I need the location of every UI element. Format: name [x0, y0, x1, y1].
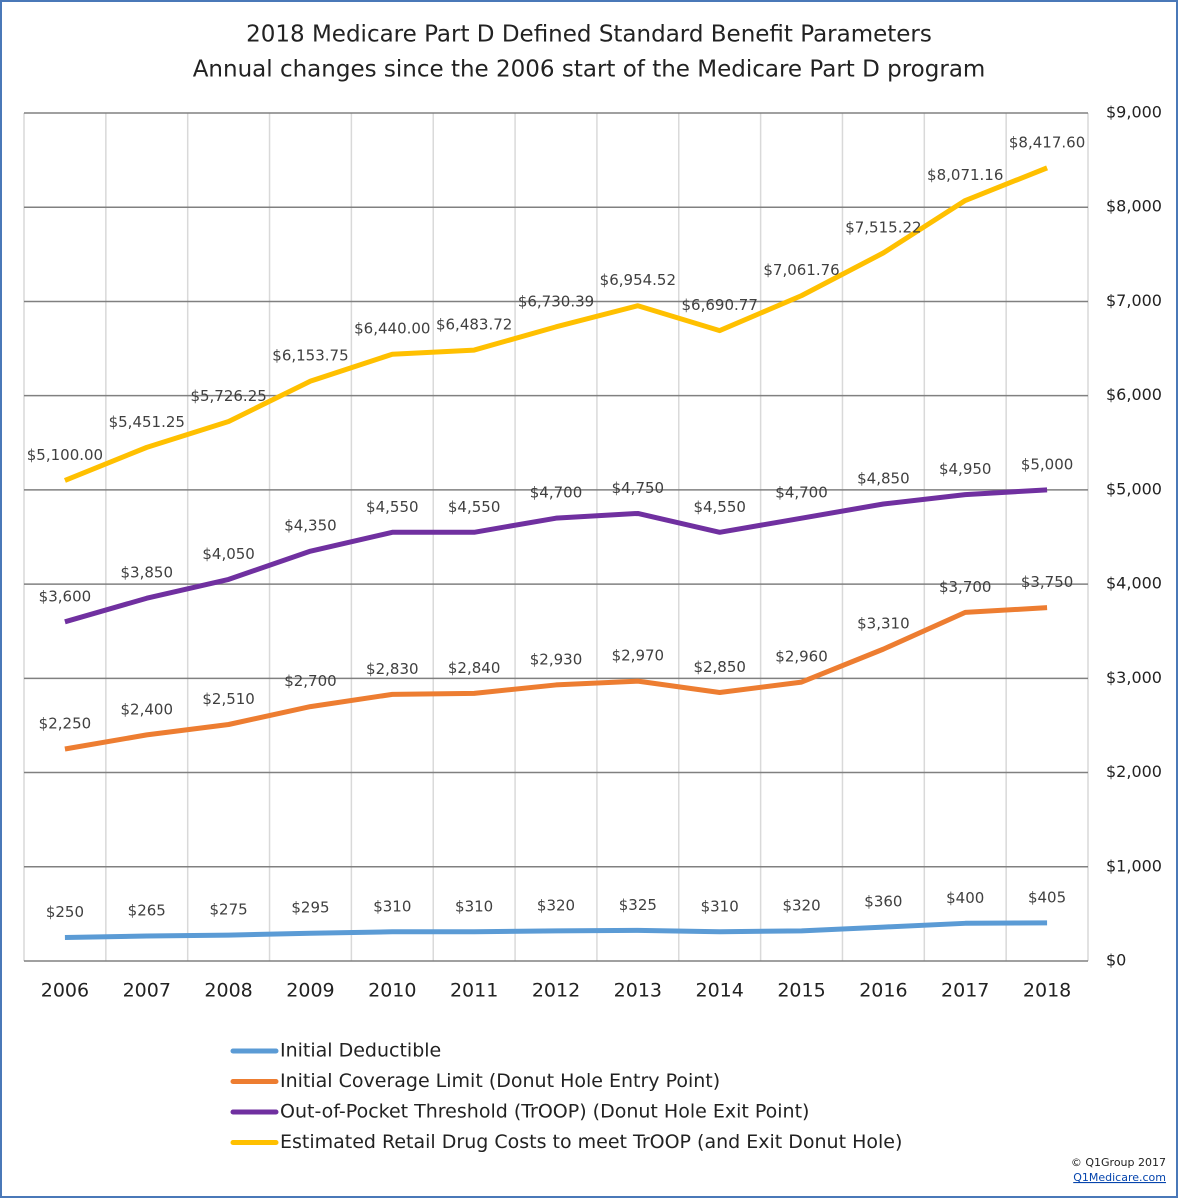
x-tick-label: 2012: [532, 980, 580, 1002]
x-tick-label: 2016: [859, 980, 907, 1002]
data-label: $4,550: [366, 498, 419, 516]
data-label: $320: [537, 896, 575, 914]
data-label: $2,970: [612, 647, 665, 665]
x-tick-label: 2013: [614, 980, 662, 1002]
y-tick-label: $3,000: [1106, 668, 1162, 687]
y-tick-label: $9,000: [1106, 103, 1162, 122]
site-link[interactable]: Q1Medicare.com: [1073, 1171, 1166, 1184]
data-label: $5,000: [1021, 455, 1074, 473]
data-label: $5,100.00: [27, 446, 103, 464]
data-label: $3,600: [39, 587, 92, 605]
data-label: $2,960: [775, 648, 828, 666]
data-label: $2,930: [530, 650, 583, 668]
data-label: $8,071.16: [927, 166, 1003, 184]
x-tick-label: 2007: [123, 980, 171, 1002]
x-tick-label: 2010: [368, 980, 416, 1002]
data-label: $4,700: [530, 484, 583, 502]
data-label: $310: [701, 897, 739, 915]
data-label: $5,726.25: [190, 387, 266, 405]
data-label: $405: [1028, 888, 1066, 906]
x-tick-label: 2018: [1023, 980, 1071, 1002]
legend-label: Estimated Retail Drug Costs to meet TrOO…: [280, 1131, 902, 1153]
data-label: $3,310: [857, 615, 910, 633]
data-label: $4,350: [284, 517, 337, 535]
data-label: $3,750: [1021, 573, 1074, 591]
data-label: $360: [864, 893, 902, 911]
data-label: $8,417.60: [1009, 133, 1085, 151]
x-tick-label: 2006: [41, 980, 89, 1002]
x-tick-label: 2014: [696, 980, 744, 1002]
legend-label: Initial Deductible: [280, 1040, 441, 1062]
chart-subtitle: Annual changes since the 2006 start of t…: [193, 57, 986, 83]
data-label: $265: [128, 902, 166, 920]
data-label: $3,850: [121, 564, 174, 582]
data-label: $2,250: [39, 715, 92, 733]
series-line: [63, 165, 1049, 483]
data-label: $310: [455, 897, 493, 915]
data-label: $6,730.39: [518, 292, 594, 310]
data-label: $4,050: [202, 545, 255, 563]
y-tick-label: $8,000: [1106, 197, 1162, 216]
y-tick-label: $4,000: [1106, 574, 1162, 593]
data-label: $2,400: [121, 700, 174, 718]
data-label: $6,483.72: [436, 316, 512, 334]
x-tick-label: 2011: [450, 980, 498, 1002]
x-tick-label: 2009: [286, 980, 334, 1002]
x-tick-label: 2008: [204, 980, 252, 1002]
x-tick-label: 2017: [941, 980, 989, 1002]
data-label: $4,550: [693, 498, 746, 516]
data-label: $3,700: [939, 578, 992, 596]
data-label: $400: [946, 889, 984, 907]
data-label: $325: [619, 896, 657, 914]
data-label: $6,440.00: [354, 320, 430, 338]
data-label: $7,515.22: [845, 218, 921, 236]
series-line: [64, 920, 1048, 940]
data-label: $4,750: [612, 479, 665, 497]
data-label: $310: [373, 897, 411, 915]
data-label: $2,840: [448, 659, 501, 677]
data-label: $4,550: [448, 498, 501, 516]
data-label: $275: [210, 901, 248, 919]
y-tick-label: $0: [1106, 951, 1126, 970]
data-label: $2,830: [366, 660, 419, 678]
data-label: $2,510: [202, 690, 255, 708]
data-label: $5,451.25: [109, 413, 185, 431]
x-tick-label: 2015: [777, 980, 825, 1002]
y-tick-label: $5,000: [1106, 479, 1162, 498]
series-line: [64, 487, 1048, 625]
data-label: $2,700: [284, 672, 337, 690]
data-label: $295: [291, 899, 329, 917]
y-tick-label: $2,000: [1106, 762, 1162, 781]
y-tick-label: $6,000: [1106, 385, 1162, 404]
data-label: $7,061.76: [763, 261, 839, 279]
data-label: $6,954.52: [600, 271, 676, 289]
legend-label: Out-of-Pocket Threshold (TrOOP) (Donut H…: [280, 1101, 809, 1123]
data-label: $4,950: [939, 460, 992, 478]
data-label: $320: [782, 896, 820, 914]
series-line: [64, 605, 1048, 752]
data-label: $4,700: [775, 484, 828, 502]
data-label: $4,850: [857, 470, 910, 488]
data-label: $6,690.77: [682, 296, 758, 314]
data-label: $250: [46, 903, 84, 921]
y-tick-label: $1,000: [1106, 856, 1162, 875]
data-label: $6,153.75: [272, 347, 348, 365]
chart-title: 2018 Medicare Part D Defined Standard Be…: [246, 22, 932, 48]
copyright: © Q1Group 2017: [1071, 1156, 1166, 1169]
legend-label: Initial Coverage Limit (Donut Hole Entry…: [280, 1070, 720, 1092]
data-label: $2,850: [693, 658, 746, 676]
y-tick-label: $7,000: [1106, 291, 1162, 310]
